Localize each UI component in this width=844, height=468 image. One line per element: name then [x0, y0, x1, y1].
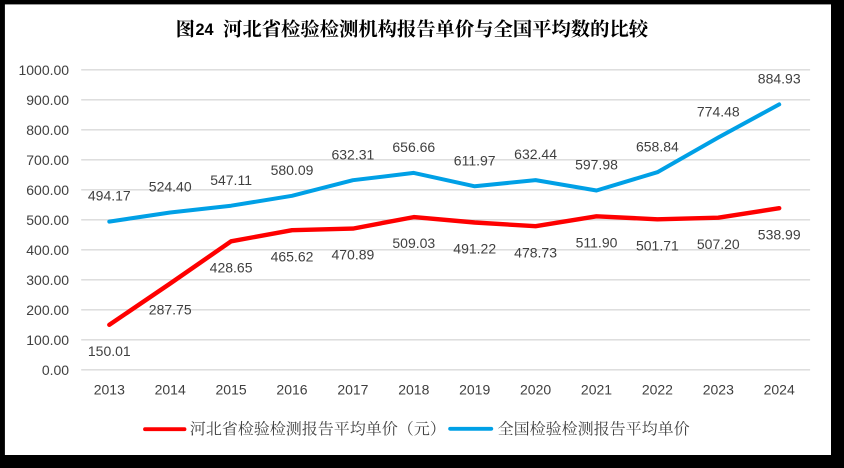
svg-text:494.17: 494.17 — [88, 188, 131, 204]
svg-text:100.00: 100.00 — [26, 332, 69, 348]
svg-text:900.00: 900.00 — [26, 92, 69, 108]
svg-text:2015: 2015 — [216, 382, 247, 398]
svg-text:547.11: 547.11 — [210, 172, 252, 188]
svg-text:511.90: 511.90 — [576, 234, 618, 250]
svg-text:2016: 2016 — [276, 382, 307, 398]
svg-text:611.97: 611.97 — [454, 152, 496, 168]
svg-text:2021: 2021 — [581, 382, 612, 398]
svg-text:597.98: 597.98 — [575, 157, 618, 173]
svg-text:491.22: 491.22 — [453, 241, 496, 257]
svg-text:884.93: 884.93 — [758, 71, 801, 87]
svg-text:800.00: 800.00 — [26, 122, 69, 138]
svg-text:509.03: 509.03 — [392, 235, 435, 251]
svg-text:150.01: 150.01 — [88, 343, 131, 359]
svg-text:538.99: 538.99 — [758, 226, 801, 242]
svg-text:470.89: 470.89 — [331, 247, 374, 263]
svg-text:658.84: 658.84 — [636, 138, 679, 154]
svg-text:600.00: 600.00 — [26, 182, 69, 198]
svg-text:632.31: 632.31 — [331, 146, 374, 162]
svg-text:0.00: 0.00 — [42, 362, 69, 378]
svg-text:524.40: 524.40 — [149, 179, 192, 195]
svg-text:2013: 2013 — [94, 382, 125, 398]
svg-text:2017: 2017 — [337, 382, 368, 398]
svg-text:300.00: 300.00 — [26, 272, 69, 288]
svg-text:2019: 2019 — [459, 382, 490, 398]
svg-text:501.71: 501.71 — [636, 237, 679, 253]
svg-text:1000.00: 1000.00 — [18, 62, 69, 78]
svg-text:24: 24 — [196, 21, 214, 39]
svg-text:2018: 2018 — [398, 382, 429, 398]
svg-text:500.00: 500.00 — [26, 212, 69, 228]
svg-text:700.00: 700.00 — [26, 152, 69, 168]
svg-text:478.73: 478.73 — [514, 244, 557, 260]
svg-text:774.48: 774.48 — [697, 104, 740, 120]
svg-text:287.75: 287.75 — [149, 302, 192, 318]
svg-text:465.62: 465.62 — [271, 248, 314, 264]
svg-text:656.66: 656.66 — [392, 139, 435, 155]
svg-text:2020: 2020 — [520, 382, 551, 398]
svg-text:2024: 2024 — [764, 382, 795, 398]
svg-text:632.44: 632.44 — [514, 146, 557, 162]
svg-text:2023: 2023 — [703, 382, 734, 398]
svg-text:2022: 2022 — [642, 382, 673, 398]
svg-text:507.20: 507.20 — [697, 236, 740, 252]
svg-text:580.09: 580.09 — [271, 162, 314, 178]
svg-text:2014: 2014 — [155, 382, 186, 398]
svg-text:400.00: 400.00 — [26, 242, 69, 258]
svg-text:200.00: 200.00 — [26, 302, 69, 318]
svg-text:428.65: 428.65 — [210, 259, 253, 275]
